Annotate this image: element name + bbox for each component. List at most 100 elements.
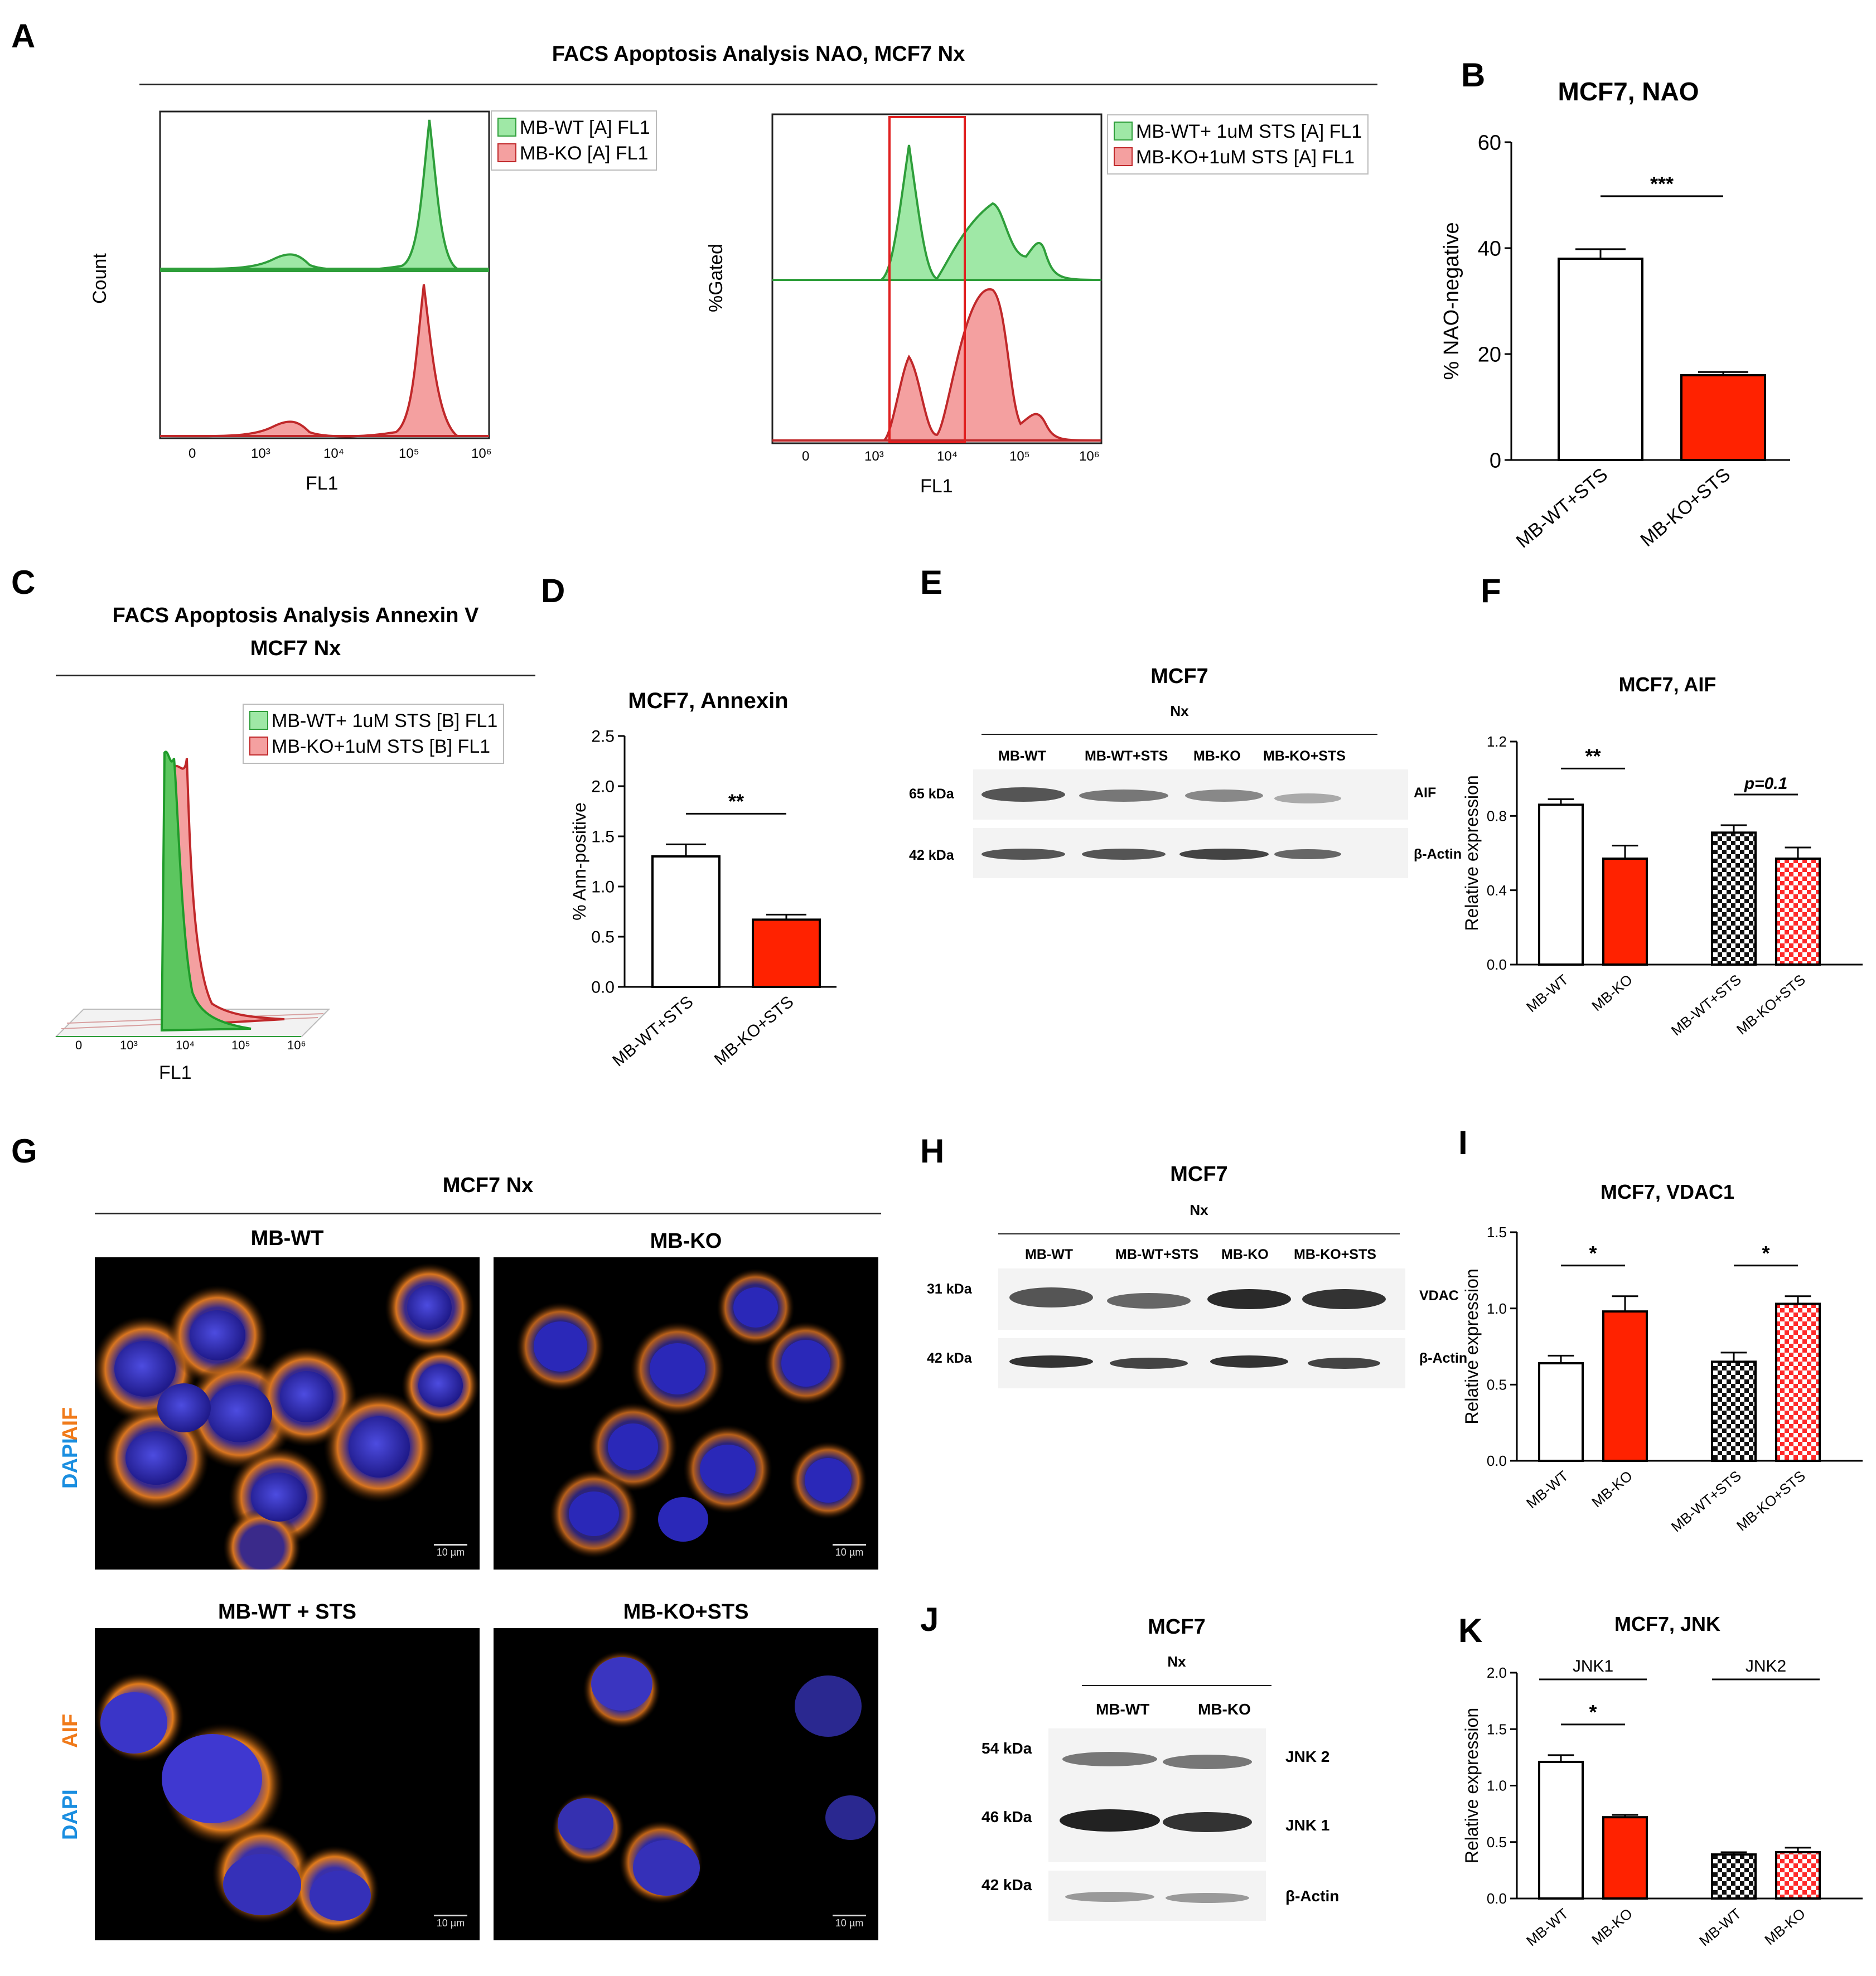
blot-protein-label: AIF — [1414, 785, 1437, 801]
blot-size-label: 65 kDa — [909, 786, 954, 802]
y-tick-label: 40 — [1478, 237, 1501, 260]
tick: 10⁵ — [231, 1038, 250, 1052]
panel-a-rule — [139, 84, 1377, 85]
micro-title: MB-WT — [250, 1227, 324, 1250]
chart-title: MCF7, AIF — [1619, 673, 1717, 696]
blot-lane-label: MB-WT — [1096, 1701, 1150, 1718]
blot-lane-label: MB-WT+STS — [1085, 748, 1168, 764]
bar — [1538, 803, 1584, 966]
micro-title: MB-KO — [650, 1229, 722, 1253]
y-tick-label: 0 — [1490, 449, 1501, 472]
y-axis-label: Relative expression — [1462, 1268, 1482, 1424]
category-label: MB-WT — [1523, 971, 1572, 1016]
category-label: MB-KO — [1588, 1905, 1636, 1949]
blot-protein-label: JNK 1 — [1285, 1817, 1330, 1834]
tick: 0 — [188, 446, 196, 461]
micro-title: MB-WT + STS — [217, 1600, 357, 1624]
scale-bar: 10 µm — [833, 1915, 866, 1929]
panel-h-subtitle: Nx — [1190, 1202, 1208, 1218]
panel-a-right-ylabel: %Gated — [705, 244, 727, 312]
category-label: MB-KO — [1588, 1468, 1636, 1511]
significance-mark: p=0.1 — [1744, 774, 1788, 793]
panel-c-title-1: FACS Apoptosis Analysis Annexin V — [112, 604, 479, 627]
panel-label-j: J — [920, 1601, 939, 1638]
blot-protein-label: β-Actin — [1419, 1350, 1468, 1366]
significance-mark: * — [1589, 1701, 1597, 1723]
y-tick-label: 2.0 — [1487, 1664, 1507, 1681]
scale-bar: 10 µm — [434, 1544, 467, 1558]
panel-g-rule — [95, 1213, 881, 1214]
panel-label-d: D — [541, 572, 565, 609]
panel-c-xlabel: FL1 — [159, 1062, 192, 1083]
panel-a-right-histogram — [771, 113, 1103, 444]
bar — [1775, 1302, 1821, 1462]
chart-i: I MCF7, VDAC1 0.0 0.5 1.0 1.5 Relative express… — [1458, 1124, 1863, 1535]
blot-protein-label: β-Actin — [1414, 846, 1462, 862]
chart-title: MCF7, NAO — [1558, 77, 1699, 106]
legend-entry: MB-WT [A] FL1 — [520, 117, 650, 138]
scale-bar-label: 10 µm — [835, 1917, 864, 1929]
y-axis-label: Relative expression — [1462, 1708, 1482, 1863]
bar — [1711, 1853, 1757, 1900]
panel-h-rule — [998, 1233, 1400, 1234]
bar — [1538, 1362, 1584, 1462]
y-tick-label: 1.2 — [1487, 733, 1507, 750]
scale-bar: 10 µm — [434, 1915, 467, 1929]
stain-label-aif: AIF — [59, 1713, 82, 1748]
bar — [1602, 1816, 1648, 1900]
category-label: MB-KO+STS — [1733, 1468, 1809, 1534]
tick: 10⁶ — [287, 1038, 306, 1052]
y-tick-label: 1.5 — [591, 828, 615, 846]
tick: 10³ — [864, 449, 884, 464]
panel-h-blot — [998, 1268, 1405, 1388]
category-label: MB-WT+STS — [609, 992, 697, 1070]
tick: 10³ — [251, 446, 270, 461]
y-tick-label: 0.0 — [1487, 1890, 1507, 1907]
group-label: JNK1 — [1573, 1657, 1613, 1675]
blot-lane-label: MB-WT — [1025, 1247, 1074, 1262]
y-tick-label: 0.4 — [1487, 882, 1507, 899]
blot-lane-label: MB-KO — [1193, 748, 1241, 764]
blot-protein-label: VDAC — [1419, 1288, 1459, 1304]
y-tick-label: 1.0 — [1487, 1300, 1507, 1317]
panel-label-i: I — [1458, 1124, 1468, 1161]
chart-b: B MCF7, NAO 0 20 40 60 % NAO-negative MB-WT+STS… — [1440, 56, 1790, 552]
panel-c-histogram — [55, 750, 331, 1037]
chart-f: F MCF7, AIF 0.0 0.4 0.8 1.2 Relative expressio… — [1462, 572, 1863, 1039]
panel-a-left-ticks: 0 10³ 10⁴ 10⁵ 10⁶ — [156, 446, 502, 480]
tick: 10⁶ — [1079, 449, 1100, 464]
y-tick-label: 1.0 — [591, 878, 615, 897]
bar — [1775, 1851, 1821, 1900]
blot-lane-label: MB-WT — [998, 748, 1047, 764]
category-label: MB-KO — [1761, 1905, 1809, 1949]
category-label: MB-KO+STS — [1733, 971, 1809, 1038]
category-label: MB-WT+STS — [1668, 971, 1744, 1039]
scale-bar-label: 10 µm — [436, 1917, 465, 1929]
y-tick-label: 0.5 — [591, 928, 615, 947]
y-tick-label: 2.5 — [591, 728, 615, 746]
y-tick-label: 0.0 — [591, 979, 615, 997]
group-label: JNK2 — [1746, 1657, 1786, 1675]
bar — [1558, 258, 1643, 461]
bar — [1680, 374, 1766, 461]
panel-label-a: A — [11, 17, 36, 55]
y-tick-label: 60 — [1478, 131, 1501, 154]
legend-entry: MB-KO+1uM STS [A] FL1 — [1136, 147, 1355, 168]
significance-mark: ** — [1585, 744, 1601, 767]
chart-title: MCF7, VDAC1 — [1601, 1180, 1734, 1203]
category-label: MB-KO+STS — [711, 992, 797, 1069]
blot-size-label: 31 kDa — [927, 1281, 972, 1297]
blot-protein-label: JNK 2 — [1285, 1748, 1330, 1765]
blot-lane-label: MB-KO+STS — [1294, 1247, 1376, 1262]
category-label: MB-KO+STS — [1636, 464, 1734, 551]
micrograph-mb-ko: 10 µm — [494, 1257, 878, 1570]
blot-size-label: 42 kDa — [909, 847, 954, 863]
legend-entry: MB-KO [A] FL1 — [520, 143, 649, 164]
blot-size-label: 42 kDa — [927, 1350, 972, 1366]
tick: 10⁴ — [937, 449, 958, 464]
panel-a-right-legend: MB-WT+ 1uM STS [A] FL1 MB-KO+1uM STS [A]… — [1107, 114, 1369, 175]
tick: 10⁴ — [176, 1038, 195, 1052]
y-tick-label: 20 — [1478, 343, 1501, 366]
panel-e-title: MCF7 — [1150, 665, 1208, 688]
significance-mark: ** — [728, 790, 744, 812]
